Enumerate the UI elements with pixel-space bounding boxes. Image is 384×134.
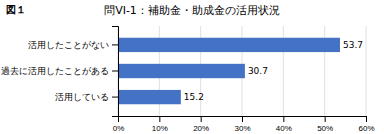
x-tick-mark	[159, 116, 160, 122]
x-tick-label: 20%	[193, 124, 209, 133]
data-label: 15.2	[184, 92, 204, 102]
title: 問VI-1：補助金・助成金の活用状況	[104, 4, 280, 17]
y-tick: 過去に活用したことがある	[1, 66, 118, 76]
bar	[118, 90, 181, 104]
figure-label: 図１	[6, 4, 26, 15]
x-tick-label: 60%	[358, 124, 374, 133]
data-label: 53.7	[343, 40, 363, 50]
plot: 53.7 30.7 15.2 0% 10% 20% 30% 40% 50% 60% 活用したことがな…	[1, 26, 375, 133]
y-tick: 活用している	[55, 92, 118, 102]
x-tick-label: 0%	[113, 124, 125, 133]
x-tick: 30%	[234, 116, 250, 133]
x-axis-line	[119, 117, 367, 123]
y-tick: 活用したことがない	[28, 40, 118, 50]
x-tick-label: 40%	[276, 124, 292, 133]
y-tick-label: 活用したことがない	[28, 40, 109, 50]
x-tick-label: 10%	[152, 124, 168, 133]
x-tick-label: 30%	[234, 124, 250, 133]
y-tick-mark	[112, 97, 118, 98]
y-axis: 活用したことがない過去に活用したことがある活用している	[1, 27, 119, 117]
x-tick-mark	[201, 116, 202, 122]
x-tick-mark	[366, 116, 367, 122]
bars	[118, 38, 340, 105]
y-tick-mark	[112, 44, 118, 45]
x-tick-mark	[325, 116, 326, 122]
x-tick-mark	[242, 116, 243, 122]
x-tick: 10%	[152, 116, 168, 133]
x-tick: 50%	[317, 116, 333, 133]
data-label: 30.7	[248, 66, 268, 76]
x-tick: 20%	[193, 116, 209, 133]
grid	[118, 26, 366, 116]
x-tick: 40%	[276, 116, 292, 133]
y-tick-label: 過去に活用したことがある	[1, 66, 109, 76]
x-tick: 60%	[358, 116, 374, 133]
data-labels: 53.7 30.7 15.2	[184, 40, 363, 102]
y-tick-mark	[112, 71, 118, 72]
y-axis-line	[112, 27, 119, 117]
chart: 図１ 問VI-1：補助金・助成金の活用状況 53.7 30.7 15.2 0% 10% 20%…	[0, 0, 384, 134]
y-tick-label: 活用している	[55, 92, 109, 102]
bar	[118, 64, 245, 78]
bar	[118, 38, 340, 52]
x-tick-mark	[283, 116, 284, 122]
grid-line	[366, 26, 367, 116]
x-tick: 0%	[113, 116, 125, 133]
x-tick-label: 50%	[317, 124, 333, 133]
x-axis: 0% 10% 20% 30% 40% 50% 60%	[113, 116, 375, 133]
